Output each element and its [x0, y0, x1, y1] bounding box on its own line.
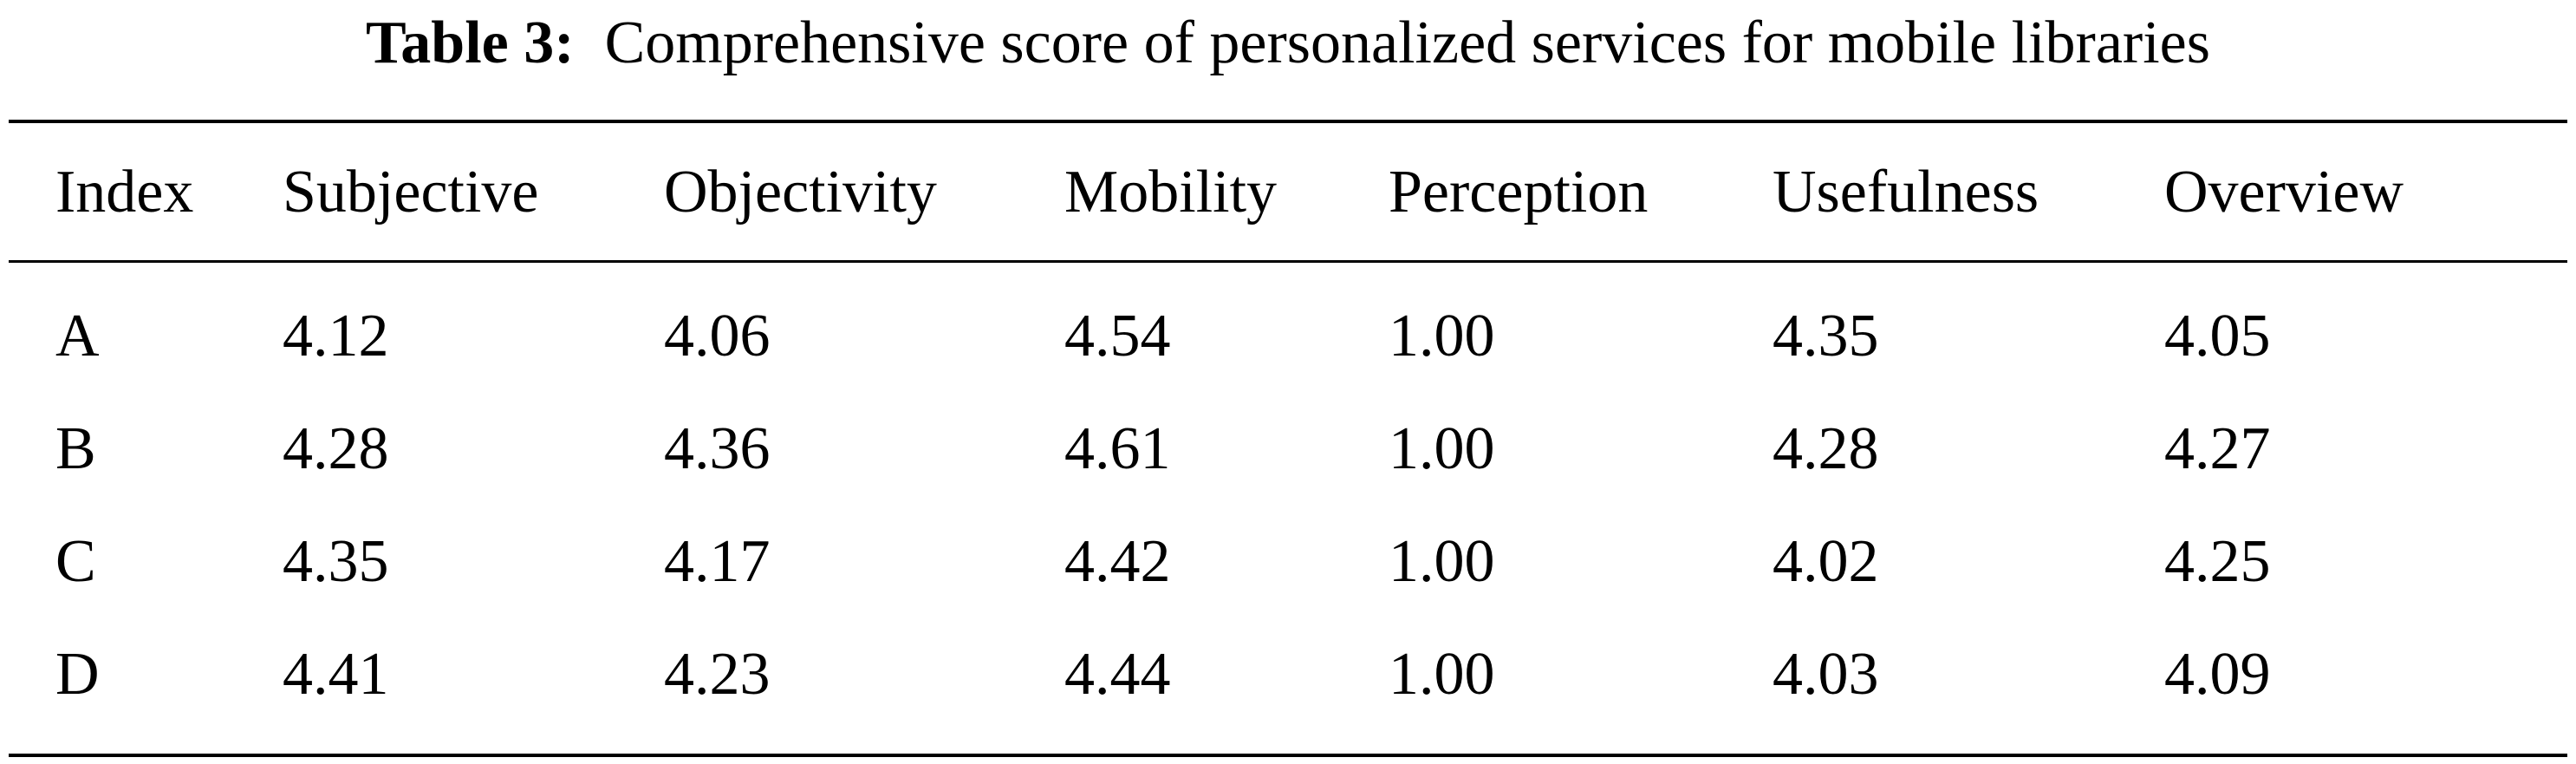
table-cell: 4.02: [1773, 528, 1879, 595]
table-caption-text: Comprehensive score of personalized serv…: [604, 10, 2210, 76]
table-cell: 4.03: [1773, 641, 1879, 708]
table-cell: 4.35: [1773, 303, 1879, 369]
table-cell: 4.41: [283, 641, 389, 708]
table-cell: 4.35: [283, 528, 389, 595]
table-cell: 1.00: [1389, 528, 1495, 595]
table-cell: 4.27: [2164, 415, 2271, 482]
table-cell: 4.42: [1064, 528, 1171, 595]
table-cell: D: [55, 641, 100, 708]
table-row: B 4.28 4.36 4.61 1.00 4.28 4.27: [0, 406, 2576, 493]
column-header-perception: Perception: [1389, 159, 1649, 225]
table-cell: A: [55, 303, 100, 369]
table-cell: 4.23: [664, 641, 771, 708]
table-row: C 4.35 4.17 4.42 1.00 4.02 4.25: [0, 519, 2576, 605]
table-row: D 4.41 4.23 4.44 1.00 4.03 4.09: [0, 631, 2576, 718]
table-cell: 4.54: [1064, 303, 1171, 369]
table-top-rule: [9, 120, 2567, 123]
table-cell: 4.28: [1773, 415, 1879, 482]
table-cell: 1.00: [1389, 641, 1495, 708]
table-cell: B: [55, 415, 96, 482]
column-header-index: Index: [55, 159, 194, 225]
table-cell: 4.25: [2164, 528, 2271, 595]
table-row: A 4.12 4.06 4.54 1.00 4.35 4.05: [0, 293, 2576, 380]
column-header-mobility: Mobility: [1064, 159, 1278, 225]
table-cell: 1.00: [1389, 303, 1495, 369]
table-cell: 4.61: [1064, 415, 1171, 482]
table-cell: 4.28: [283, 415, 389, 482]
table-cell: 1.00: [1389, 415, 1495, 482]
table-cell: 4.36: [664, 415, 771, 482]
table-cell: C: [55, 528, 96, 595]
table-bottom-rule: [9, 754, 2567, 757]
column-header-subjective: Subjective: [283, 159, 539, 225]
table-header-rule: [9, 260, 2567, 263]
table-cell: 4.17: [664, 528, 771, 595]
column-header-usefulness: Usefulness: [1773, 159, 2039, 225]
table-cell: 4.09: [2164, 641, 2271, 708]
table-cell: 4.44: [1064, 641, 1171, 708]
table-cell: 4.06: [664, 303, 771, 369]
table-caption: Table 3: Comprehensive score of personal…: [0, 0, 2576, 87]
column-header-objectivity: Objectivity: [664, 159, 937, 225]
column-header-overview: Overview: [2164, 159, 2404, 225]
table-caption-label: Table 3:: [366, 10, 575, 76]
table-cell: 4.12: [283, 303, 389, 369]
table-header-row: Index Subjective Objectivity Mobility Pe…: [0, 149, 2576, 236]
table-cell: 4.05: [2164, 303, 2271, 369]
